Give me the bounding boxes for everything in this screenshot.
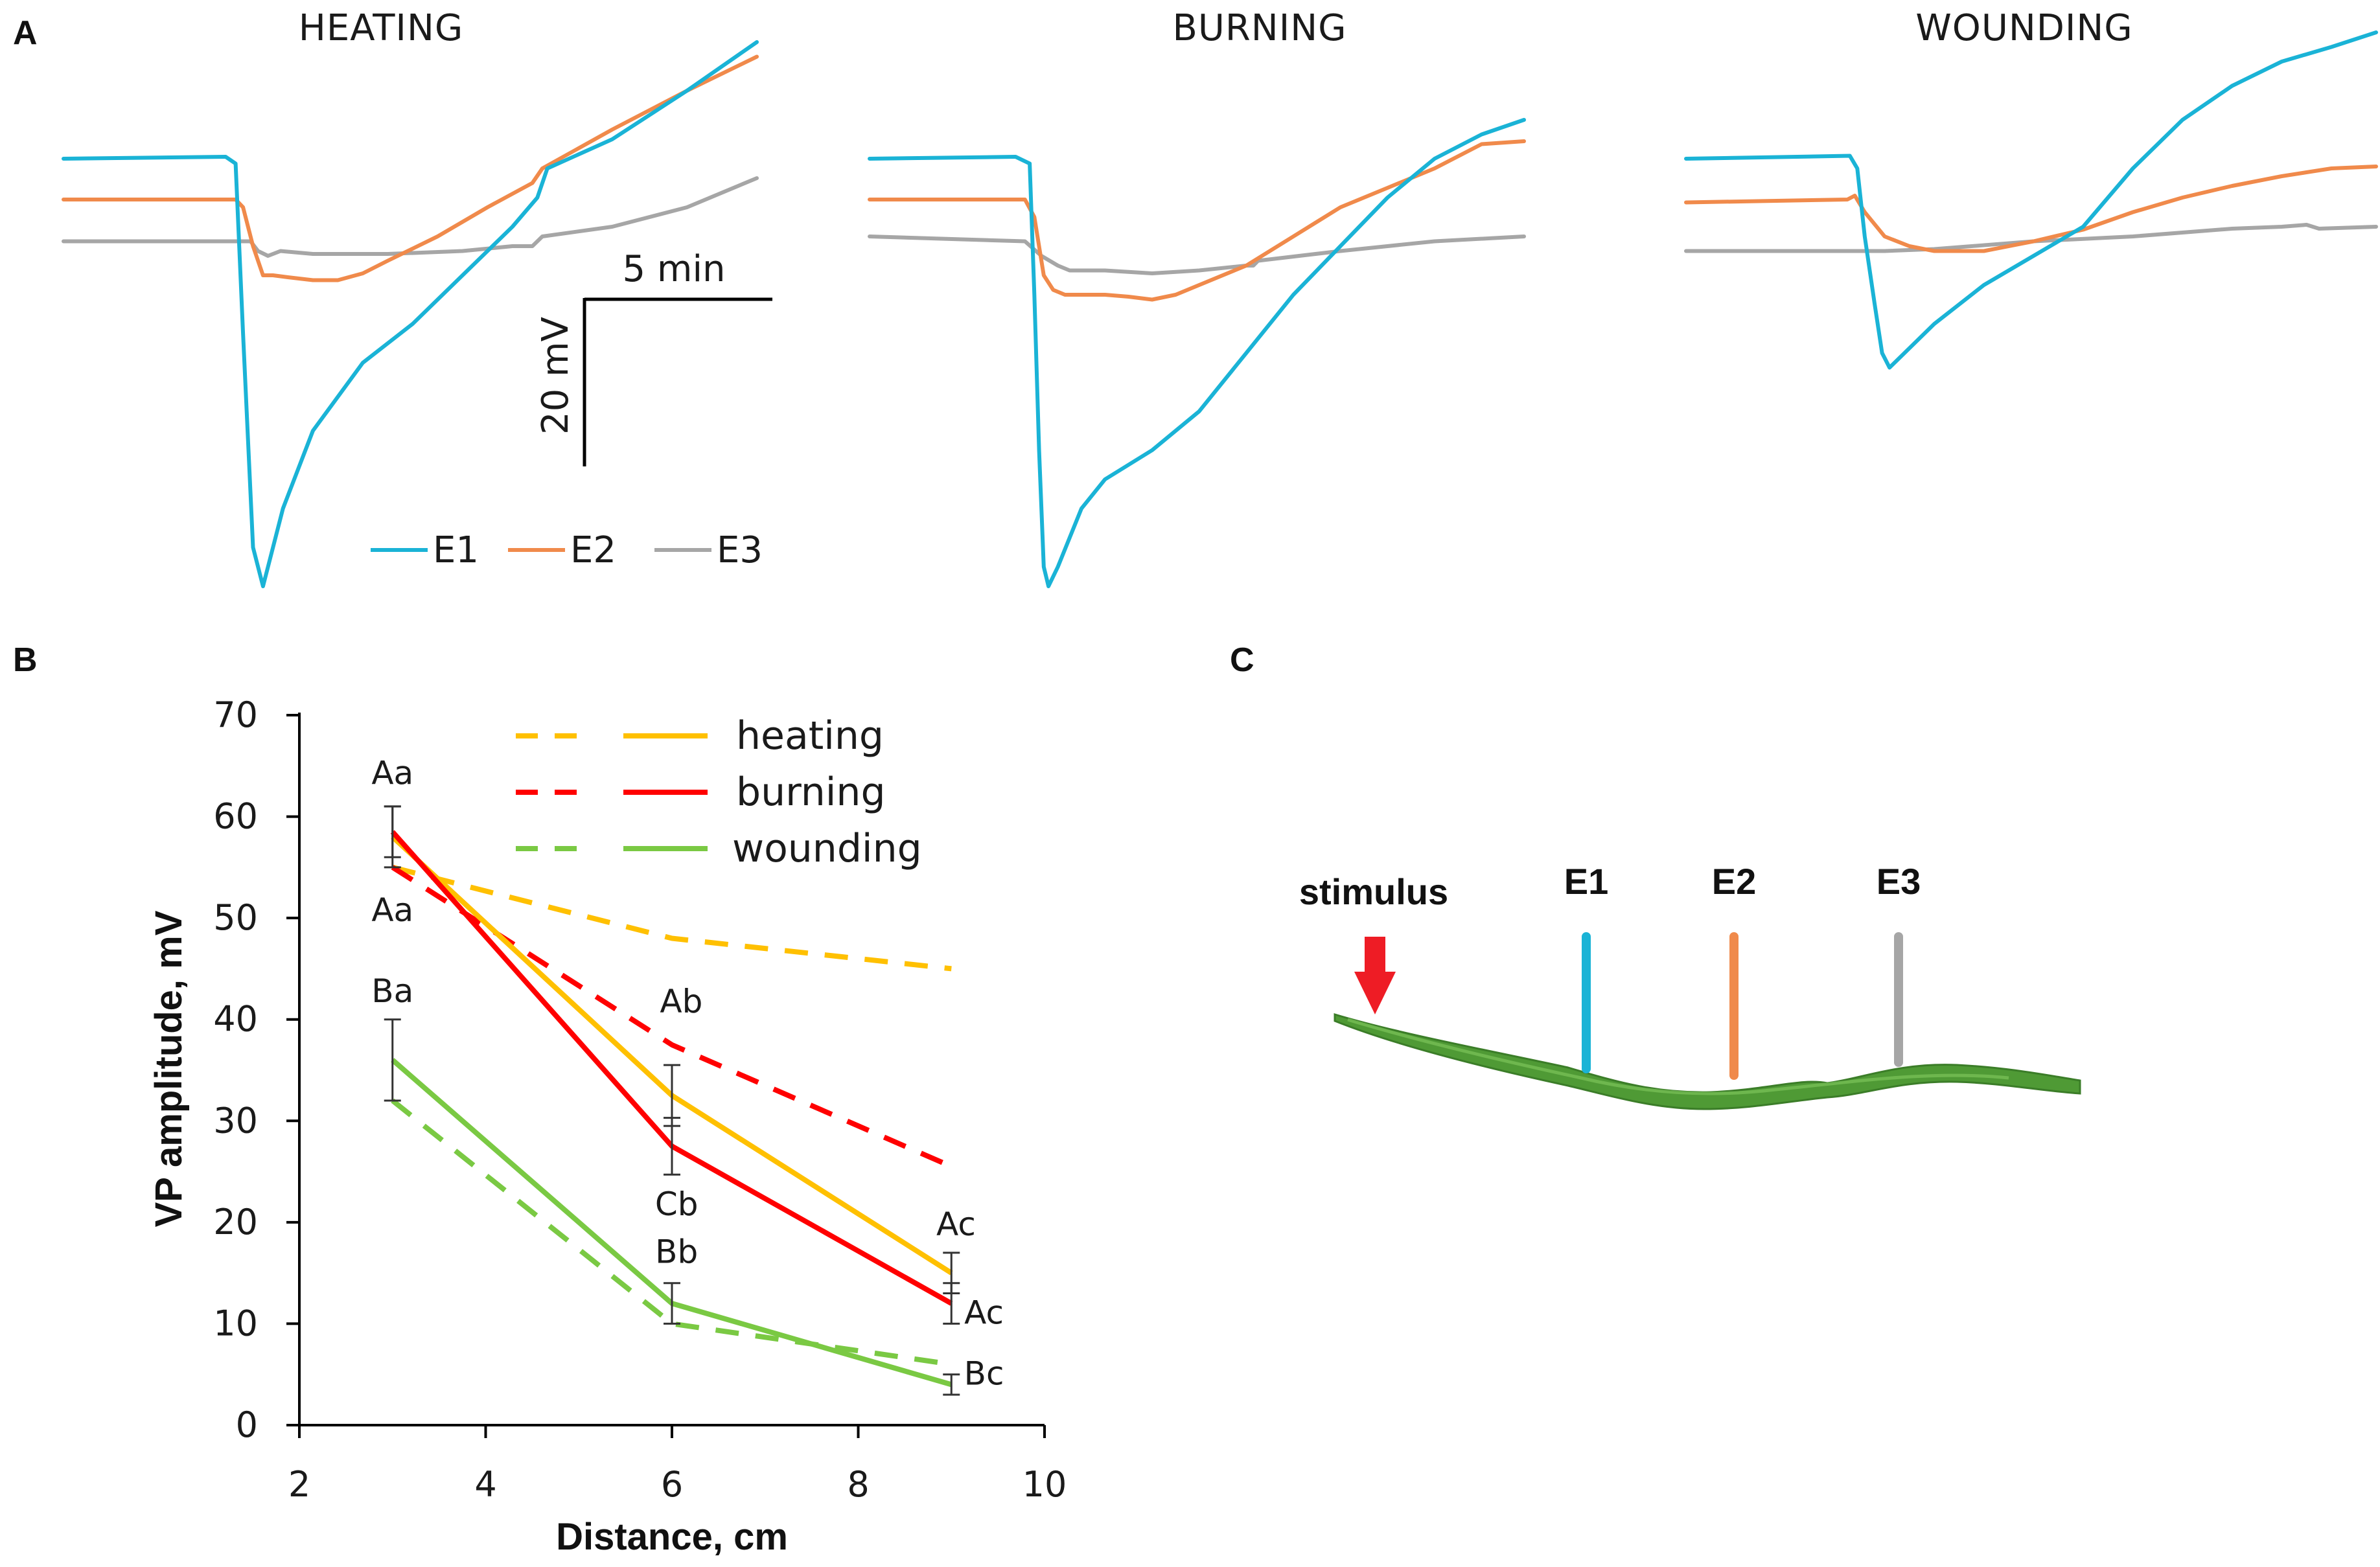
y-tick-label: 40 — [213, 999, 258, 1040]
panel-a-traces: A HEATING BURNING WOUNDING 5 min 20 mV E… — [13, 7, 2378, 588]
electrode-e2: E2 — [1712, 861, 1757, 1080]
y-tick-label: 70 — [213, 694, 258, 735]
panel-a-letter: A — [13, 14, 38, 52]
panel-c-setup-diagram: C stimulus E1 E2 E3 — [1230, 641, 2081, 1110]
trace-title-heating: HEATING — [299, 7, 463, 49]
electrode-e1-label: E1 — [1564, 861, 1609, 902]
stimulus-arrow-shaft — [1365, 937, 1385, 973]
x-tick-label: 10 — [1022, 1464, 1067, 1505]
electrode-e2-label: E2 — [1712, 861, 1757, 902]
stimulus-label: stimulus — [1299, 871, 1448, 912]
significance-annotations: Aa Aa Ba Ab Cb Bb Ac Ac Bc — [371, 754, 1004, 1392]
scale-bar-time-label: 5 min — [622, 248, 725, 290]
trace-heating-e1 — [62, 40, 759, 588]
trace-burning-e2 — [868, 139, 1526, 302]
y-tick-label: 0 — [236, 1404, 258, 1445]
trace-burning-e3 — [868, 234, 1526, 275]
electrode-e3: E3 — [1877, 861, 1921, 1067]
series-burning-dashed — [391, 865, 953, 1169]
trace-chart-heating: HEATING — [62, 7, 759, 588]
electrode-e1: E1 — [1564, 861, 1609, 1073]
series-heating-dashed — [391, 865, 952, 972]
trace-title-burning: BURNING — [1172, 7, 1346, 49]
significance-label: Ba — [371, 972, 413, 1010]
panel-b-amplitude-chart: B 0 10 20 30 40 50 60 70 2 4 6 8 10 Distance, cm VP… — [13, 641, 1067, 1558]
trace-heating-e2 — [62, 54, 759, 282]
legend-label-e3: E3 — [717, 529, 763, 571]
x-axis-title: Distance, cm — [556, 1516, 788, 1558]
trace-legend: E1 E2 E3 — [371, 529, 763, 571]
trace-chart-burning: BURNING — [868, 7, 1526, 588]
x-axis-ticks: 2 4 6 8 10 — [288, 1425, 1067, 1505]
electrode-e3-label: E3 — [1877, 861, 1921, 902]
significance-label: Aa — [371, 891, 413, 929]
significance-label: Cb — [655, 1185, 699, 1223]
stimulus-arrow — [1354, 937, 1396, 1014]
significance-label: Ab — [660, 983, 702, 1020]
legend-label-wounding: wounding — [732, 826, 922, 871]
significance-label: Ac — [936, 1206, 976, 1243]
plant-stem — [1334, 1012, 2081, 1110]
plant-stem-highlight — [1347, 1018, 2009, 1095]
x-tick-label: 6 — [661, 1464, 683, 1505]
significance-label: Ac — [964, 1294, 1004, 1331]
panel-c-letter: C — [1230, 641, 1254, 679]
y-tick-label: 20 — [213, 1202, 258, 1242]
scale-bar-voltage-label: 20 mV — [535, 317, 577, 435]
y-axis-ticks: 0 10 20 30 40 50 60 70 — [213, 694, 299, 1445]
chart-legend: heating burning wounding — [516, 713, 922, 871]
significance-label: Bc — [964, 1355, 1004, 1392]
legend-label-burning: burning — [736, 770, 886, 815]
panel-b-letter: B — [13, 641, 38, 679]
x-tick-label: 8 — [847, 1464, 869, 1505]
trace-wounding-e2 — [1684, 165, 2378, 253]
x-tick-label: 4 — [474, 1464, 496, 1505]
y-tick-label: 50 — [213, 897, 258, 938]
y-tick-label: 30 — [213, 1100, 258, 1141]
legend-label-e1: E1 — [433, 529, 479, 571]
x-tick-label: 2 — [288, 1464, 310, 1505]
stimulus-arrow-head — [1354, 972, 1396, 1014]
y-tick-label: 60 — [213, 796, 258, 837]
y-tick-label: 10 — [213, 1303, 258, 1344]
trace-heating-e3 — [62, 176, 759, 258]
trace-chart-wounding: WOUNDING — [1684, 7, 2378, 370]
significance-label: Aa — [371, 754, 413, 792]
trace-title-wounding: WOUNDING — [1915, 7, 2132, 49]
trace-wounding-e3 — [1684, 223, 2378, 253]
scale-bar: 5 min 20 mV — [535, 248, 772, 466]
legend-label-e2: E2 — [570, 529, 616, 571]
trace-wounding-e1 — [1684, 30, 2378, 370]
y-axis-title: VP amplitude, mV — [148, 910, 190, 1227]
legend-label-heating: heating — [736, 713, 884, 759]
significance-label: Bb — [655, 1233, 698, 1270]
trace-burning-e1 — [868, 118, 1526, 588]
error-bars — [384, 805, 960, 1396]
